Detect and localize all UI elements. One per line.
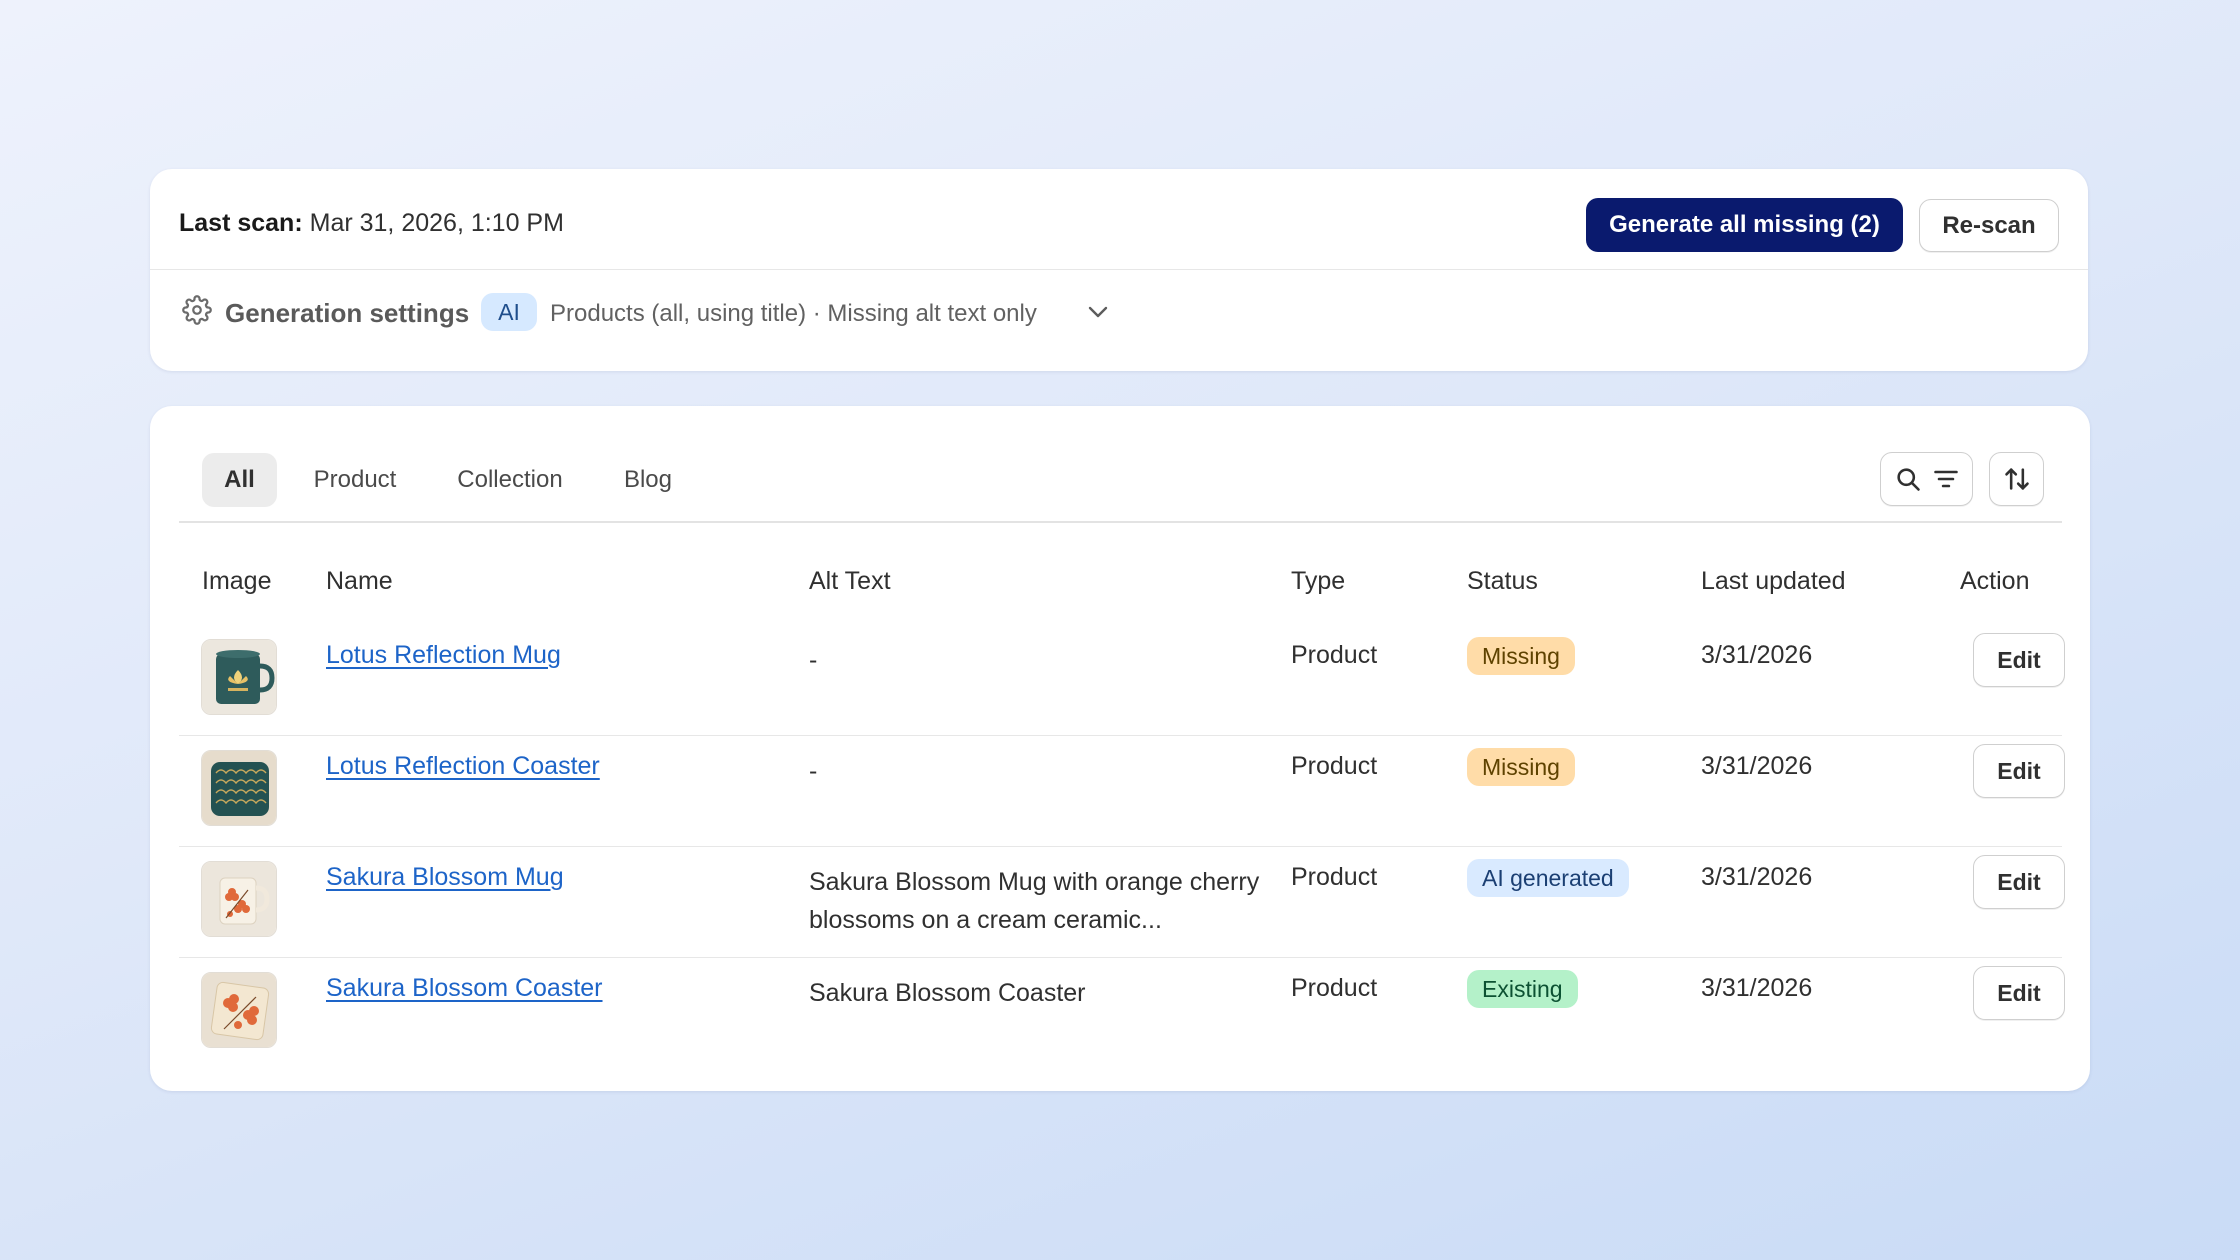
product-name-link[interactable]: Sakura Blossom Coaster <box>326 974 603 1002</box>
alt-text-cell: Sakura Blossom Mug with orange cherry bl… <box>809 868 1260 934</box>
gear-icon <box>182 295 212 325</box>
sort-button[interactable] <box>1989 452 2044 506</box>
table-row: Lotus Reflection Mug - Product Missing 3… <box>179 625 2065 736</box>
rescan-button[interactable]: Re-scan <box>1919 199 2059 252</box>
column-header-status: Status <box>1467 567 1538 595</box>
product-thumbnail <box>201 750 277 826</box>
edit-button[interactable]: Edit <box>1973 633 2065 687</box>
column-header-action: Action <box>1960 567 2030 595</box>
product-name-link[interactable]: Sakura Blossom Mug <box>326 863 564 891</box>
status-badge: Existing <box>1467 970 1578 1008</box>
column-header-name: Name <box>326 567 393 595</box>
table-row: Sakura Blossom Coaster Sakura Blossom Co… <box>179 958 2065 1069</box>
column-header-type: Type <box>1291 567 1346 595</box>
row-divider <box>179 734 2062 736</box>
type-cell: Product <box>1291 752 1378 780</box>
tab-all[interactable]: All <box>202 453 277 507</box>
column-header-image: Image <box>202 567 272 595</box>
alt-text-cell: Sakura Blossom Coaster <box>809 979 1086 1007</box>
alt-text-cell: - <box>809 757 818 785</box>
type-cell: Product <box>1291 863 1378 891</box>
edit-button[interactable]: Edit <box>1973 855 2065 909</box>
generation-settings-title: Generation settings <box>225 298 470 328</box>
table-row: Lotus Reflection Coaster - Product Missi… <box>179 736 2065 847</box>
status-badge: AI generated <box>1467 859 1629 897</box>
filter-lines-icon <box>1933 470 1958 488</box>
last-updated-cell: 3/31/2026 <box>1701 863 1813 891</box>
chevron-down-icon[interactable] <box>1087 304 1109 320</box>
tab-blog[interactable]: Blog <box>623 466 673 493</box>
generate-all-missing-button[interactable]: Generate all missing (2) <box>1586 198 1903 252</box>
product-name-link[interactable]: Lotus Reflection Mug <box>326 641 561 669</box>
tab-product[interactable]: Product <box>313 466 397 493</box>
status-badge: Missing <box>1467 748 1575 786</box>
alt-text-cell: - <box>809 646 818 674</box>
sort-arrows-icon <box>2004 468 2029 490</box>
last-scan-text: Last scan: Mar 31, 2026, 1:10 PM <box>179 209 564 238</box>
type-cell: Product <box>1291 974 1378 1002</box>
table-row: Sakura Blossom Mug Sakura Blossom Mug wi… <box>179 847 2065 958</box>
edit-button[interactable]: Edit <box>1973 966 2065 1020</box>
search-icon <box>1896 468 1920 491</box>
row-divider <box>179 845 2062 847</box>
ai-chip: AI <box>481 293 537 331</box>
tab-collection[interactable]: Collection <box>457 466 563 493</box>
edit-button[interactable]: Edit <box>1973 744 2065 798</box>
product-name-link[interactable]: Lotus Reflection Coaster <box>326 752 600 780</box>
generation-settings-description: Products (all, using title) · Missing al… <box>550 300 1037 327</box>
last-scan-value: Mar 31, 2026, 1:10 PM <box>309 209 564 237</box>
last-updated-cell: 3/31/2026 <box>1701 641 1813 669</box>
status-badge: Missing <box>1467 637 1575 675</box>
scan-card: Last scan: Mar 31, 2026, 1:10 PM Generat… <box>150 169 2088 371</box>
column-header-alt-text: Alt Text <box>809 567 891 595</box>
search-filter-button[interactable] <box>1880 452 1973 506</box>
type-cell: Product <box>1291 641 1378 669</box>
images-table-card: All Product Collection Blog Image Name A… <box>150 406 2090 1091</box>
column-header-last-updated: Last updated <box>1701 567 1846 595</box>
last-updated-cell: 3/31/2026 <box>1701 974 1813 1002</box>
product-thumbnail <box>201 639 277 715</box>
last-updated-cell: 3/31/2026 <box>1701 752 1813 780</box>
product-thumbnail <box>201 972 277 1048</box>
tabs-divider <box>179 521 2062 523</box>
product-thumbnail <box>201 861 277 937</box>
scan-header: Last scan: Mar 31, 2026, 1:10 PM Generat… <box>150 169 2088 270</box>
row-divider <box>179 956 2062 958</box>
last-scan-label: Last scan: <box>179 209 303 237</box>
